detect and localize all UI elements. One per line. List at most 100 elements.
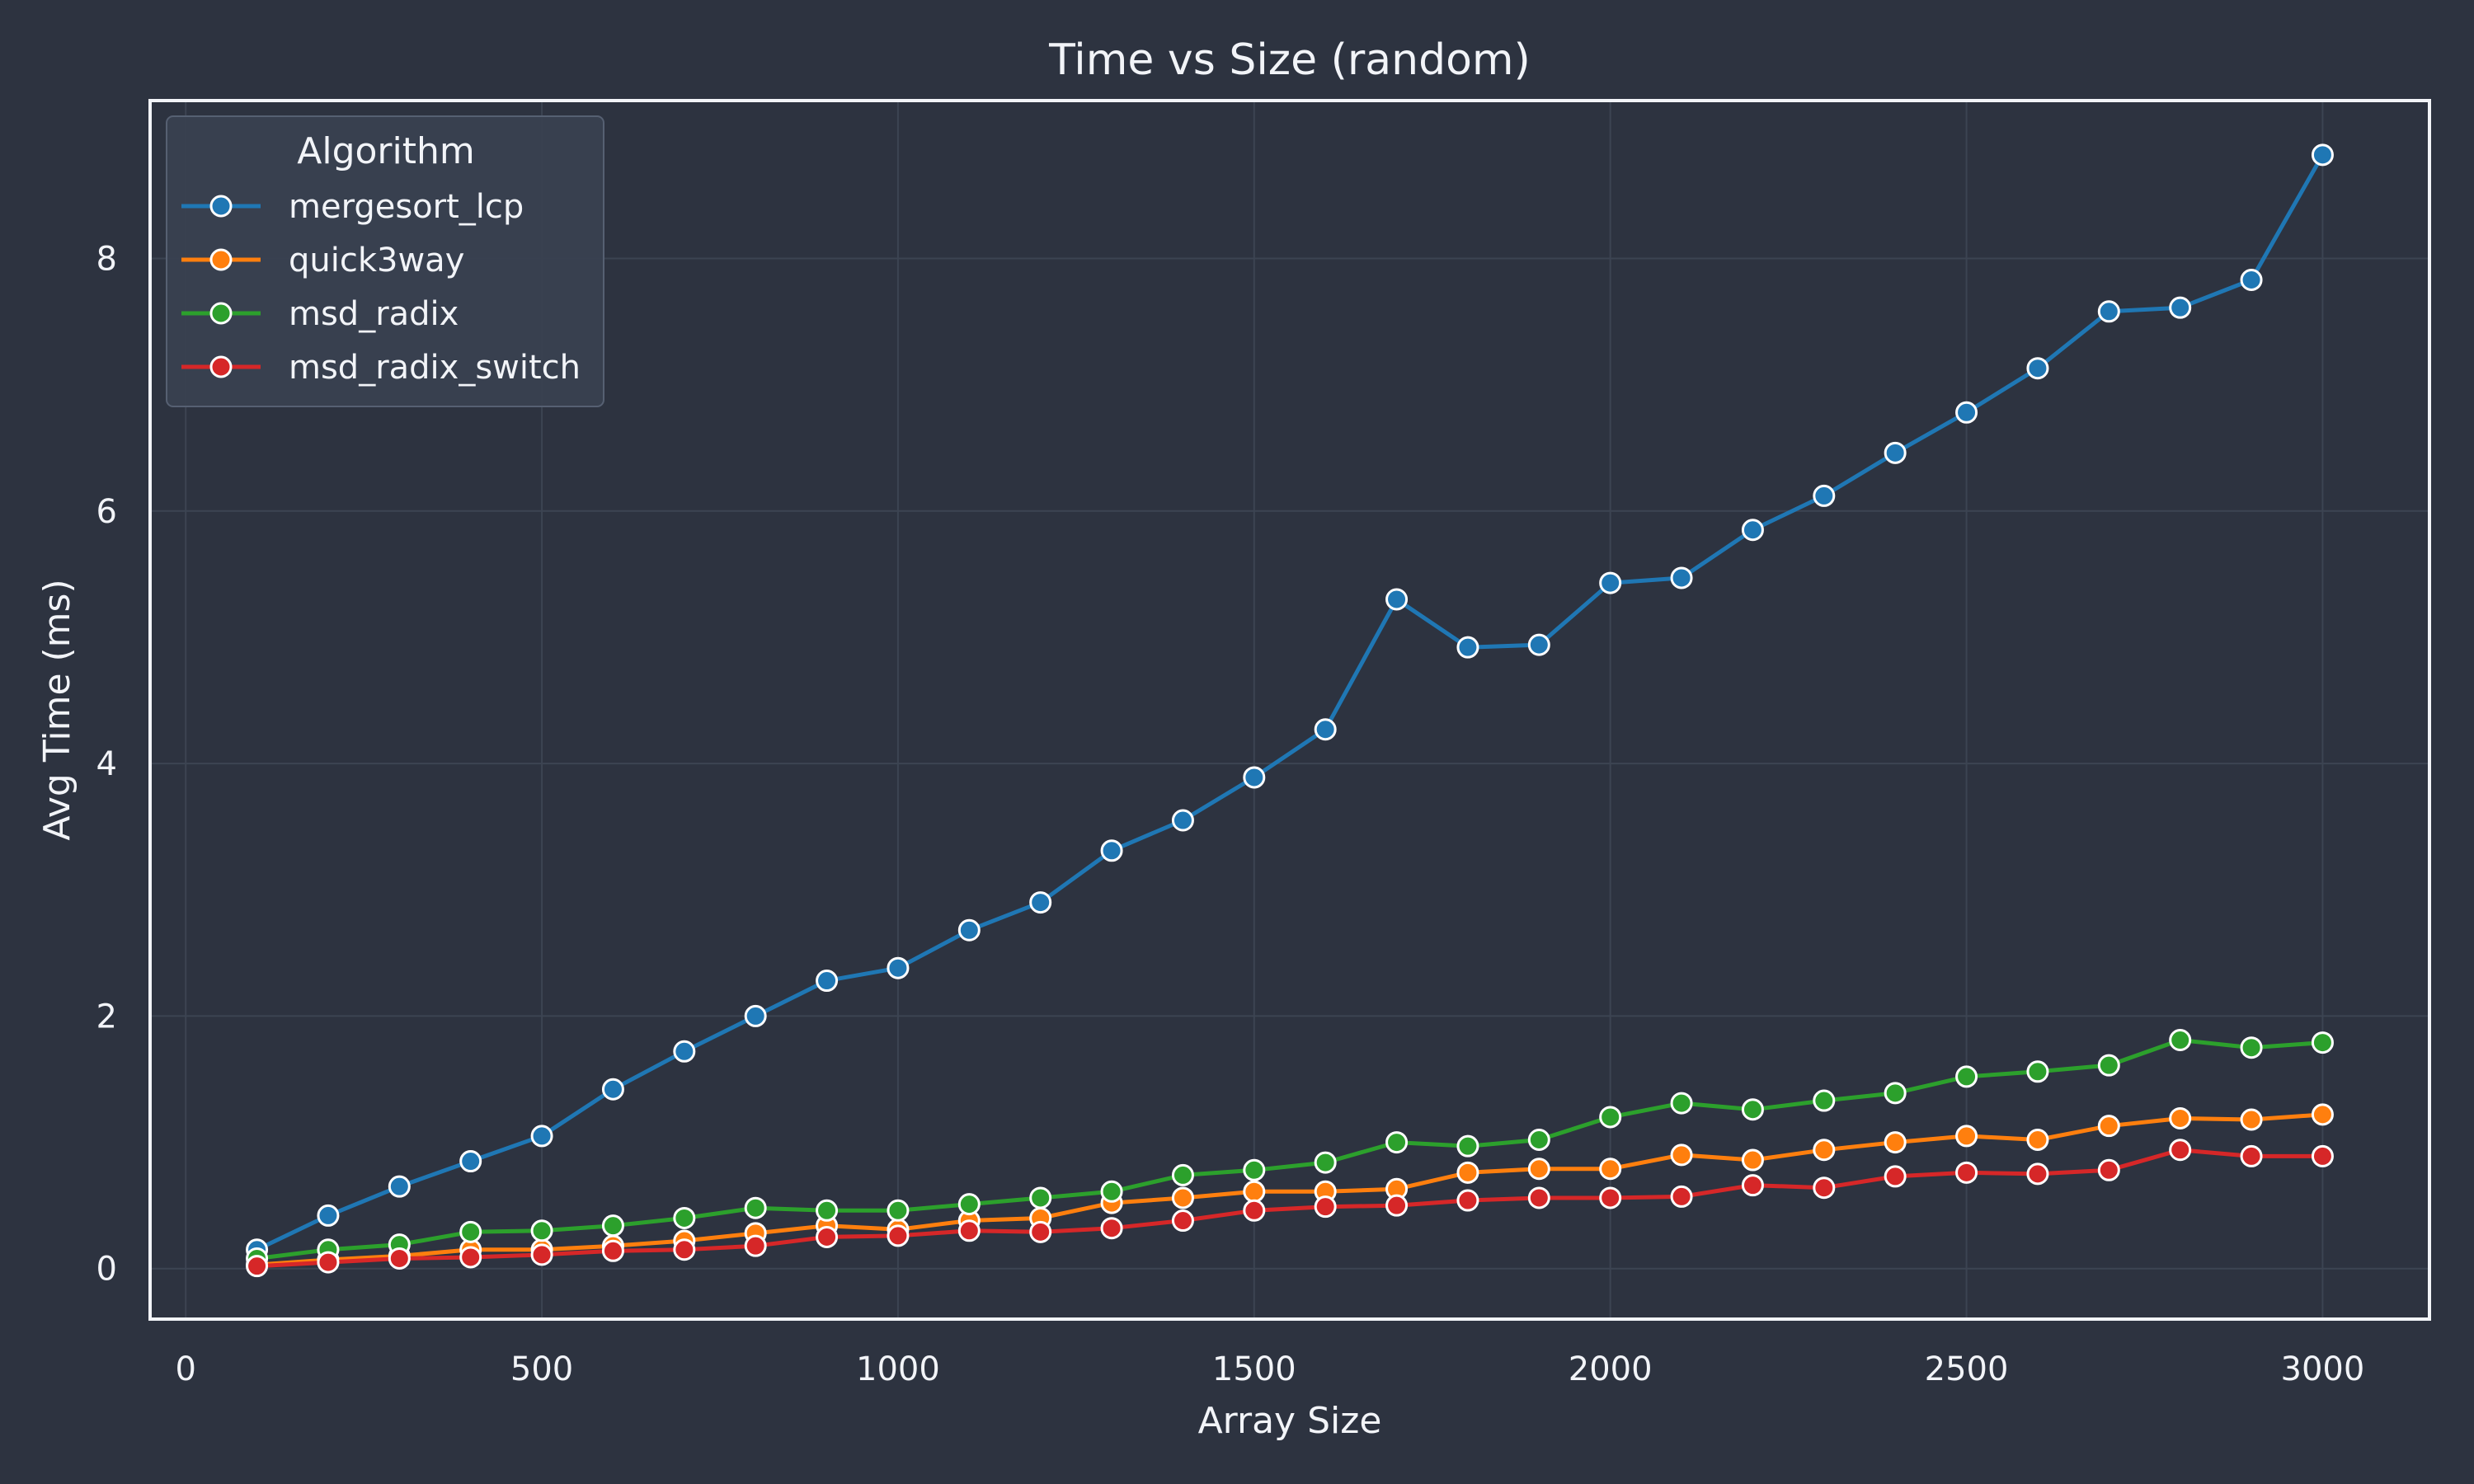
data-point xyxy=(1456,1134,1479,1158)
data-point xyxy=(816,1225,839,1248)
data-point xyxy=(1314,1195,1337,1219)
data-point xyxy=(1813,1176,1836,1200)
data-point xyxy=(1243,1180,1266,1203)
series-line xyxy=(255,1038,2325,1261)
chart-title: Time vs Size (random) xyxy=(1048,35,1531,85)
legend-item-label: quick3way xyxy=(289,242,464,279)
data-point xyxy=(2026,1060,2049,1083)
grid-layer xyxy=(150,101,2429,1319)
data-point xyxy=(1599,571,1622,594)
data-point xyxy=(1670,1144,1693,1167)
data-point xyxy=(2311,1031,2334,1054)
data-point xyxy=(1813,1089,1836,1112)
data-point xyxy=(1171,1209,1194,1233)
x-tick-label: 2500 xyxy=(1925,1350,2009,1388)
data-point xyxy=(1599,1158,1622,1181)
data-point xyxy=(1670,1092,1693,1115)
data-point xyxy=(816,970,839,993)
x-tick-label: 1000 xyxy=(856,1350,940,1388)
data-point xyxy=(1955,1125,1978,1148)
legend: Algorithm mergesort_lcp quick3way msd_radi… xyxy=(166,115,604,407)
data-point xyxy=(1456,636,1479,659)
data-point xyxy=(2169,296,2192,319)
data-point xyxy=(317,1251,340,1274)
legend-box xyxy=(166,115,604,407)
data-point xyxy=(673,1206,696,1229)
data-point xyxy=(1599,1186,1622,1209)
plot-frame xyxy=(148,99,2431,1321)
data-point xyxy=(1456,1189,1479,1212)
data-point xyxy=(2169,1106,2192,1129)
data-point xyxy=(2026,357,2049,380)
legend-item-quick3way: quick3way xyxy=(181,242,464,279)
data-point xyxy=(459,1246,482,1269)
legend-items: mergesort_lcp quick3way msd_radix msd_radix… xyxy=(181,188,581,387)
series-msd-radix xyxy=(246,1029,2334,1270)
data-point xyxy=(2097,1115,2120,1138)
data-point xyxy=(744,1196,767,1219)
data-point xyxy=(1243,766,1266,789)
data-point xyxy=(1385,1194,1409,1217)
data-point xyxy=(2026,1129,2049,1152)
data-point xyxy=(388,1175,411,1198)
data-point xyxy=(530,1219,553,1242)
data-point xyxy=(1527,1186,1550,1209)
x-tick-label: 500 xyxy=(510,1350,573,1388)
legend-item-msd-radix: msd_radix xyxy=(181,295,459,333)
data-point xyxy=(1884,441,1907,464)
data-point xyxy=(957,1193,981,1216)
data-point xyxy=(1527,1129,1550,1152)
data-point xyxy=(1456,1161,1479,1184)
data-point xyxy=(1100,839,1123,862)
data-point xyxy=(744,1004,767,1027)
data-point xyxy=(957,918,981,942)
data-point xyxy=(2311,143,2334,167)
data-point xyxy=(1527,1158,1550,1181)
data-point xyxy=(1955,1065,1978,1088)
data-point xyxy=(2240,1144,2263,1167)
data-point xyxy=(1741,519,1764,542)
data-point xyxy=(1955,1161,1978,1184)
series-mergesort-lcp xyxy=(246,143,2334,1261)
data-point xyxy=(1599,1106,1622,1129)
data-point xyxy=(1385,588,1409,611)
series-line xyxy=(255,153,2325,1252)
legend-item-mergesort-lcp: mergesort_lcp xyxy=(181,188,524,226)
legend-item-msd-radix-switch: msd_radix_switch xyxy=(181,349,581,387)
y-tick-label: 4 xyxy=(96,745,117,783)
y-tick-label: 8 xyxy=(96,240,117,278)
data-point xyxy=(2240,1108,2263,1131)
data-point xyxy=(2097,300,2120,323)
legend-marker-swatch xyxy=(209,195,233,218)
y-tick-label: 2 xyxy=(96,998,117,1036)
data-point xyxy=(2169,1139,2192,1162)
data-point xyxy=(2169,1029,2192,1052)
x-tick-label: 1500 xyxy=(1212,1350,1296,1388)
data-point xyxy=(1741,1148,1764,1172)
data-point xyxy=(1029,1186,1052,1209)
data-point xyxy=(957,1219,981,1242)
data-point xyxy=(673,1040,696,1063)
data-point xyxy=(887,1199,910,1222)
data-point xyxy=(1813,1139,1836,1162)
legend-marker-swatch xyxy=(209,302,233,325)
legend-marker-swatch xyxy=(209,355,233,378)
data-point xyxy=(459,1150,482,1173)
data-point xyxy=(1171,1186,1194,1209)
data-point xyxy=(459,1220,482,1243)
data-point xyxy=(1314,718,1337,741)
data-point xyxy=(388,1247,411,1270)
data-point xyxy=(1741,1174,1764,1197)
data-point xyxy=(2311,1144,2334,1167)
data-point xyxy=(1527,633,1550,656)
x-tick-label: 0 xyxy=(175,1350,195,1388)
legend-item-label: mergesort_lcp xyxy=(289,188,524,226)
data-point xyxy=(1243,1199,1266,1222)
x-tick-label: 3000 xyxy=(2281,1350,2365,1388)
data-point xyxy=(887,956,910,979)
data-point xyxy=(1100,1217,1123,1240)
data-point xyxy=(1741,1098,1764,1121)
data-point xyxy=(1884,1082,1907,1105)
